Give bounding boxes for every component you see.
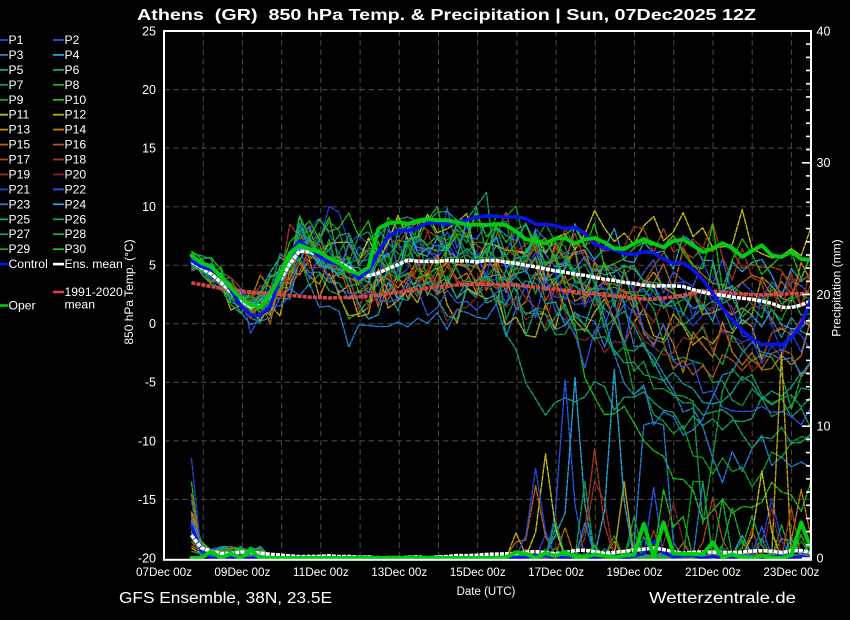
svg-text:P18: P18 <box>65 153 87 167</box>
svg-text:P20: P20 <box>65 168 87 182</box>
svg-text:Athens (GR) 850 hPa Temp. &: Athens (GR) 850 hPa Temp. & Precipitatio… <box>137 7 757 24</box>
svg-text:P2: P2 <box>65 33 80 47</box>
svg-text:-20: -20 <box>138 551 156 565</box>
svg-text:15Dec 00z: 15Dec 00z <box>450 565 506 579</box>
svg-text:09Dec 00z: 09Dec 00z <box>214 565 270 579</box>
svg-text:20: 20 <box>142 83 156 97</box>
svg-text:P4: P4 <box>65 48 80 62</box>
svg-text:17Dec 00z: 17Dec 00z <box>528 565 584 579</box>
svg-text:P26: P26 <box>65 212 87 226</box>
svg-text:mean: mean <box>65 298 96 312</box>
svg-text:20: 20 <box>817 288 831 302</box>
svg-text:15: 15 <box>142 142 156 156</box>
svg-text:P22: P22 <box>65 182 87 196</box>
svg-text:P29: P29 <box>9 242 31 256</box>
svg-text:P11: P11 <box>9 108 30 122</box>
svg-text:P16: P16 <box>65 138 87 152</box>
svg-text:21Dec 00z: 21Dec 00z <box>685 565 741 579</box>
svg-text:P19: P19 <box>9 168 31 182</box>
svg-text:5: 5 <box>149 259 156 273</box>
svg-text:25: 25 <box>142 24 156 38</box>
svg-text:Precipitation (mm): Precipitation (mm) <box>830 239 844 336</box>
svg-text:P7: P7 <box>9 78 24 92</box>
svg-text:-5: -5 <box>145 376 156 390</box>
svg-text:P6: P6 <box>65 63 80 77</box>
svg-text:07Dec 00z: 07Dec 00z <box>136 565 192 579</box>
svg-text:P23: P23 <box>9 197 31 211</box>
svg-text:-10: -10 <box>138 434 156 448</box>
svg-text:Ens. mean: Ens. mean <box>65 257 123 271</box>
svg-text:850 hPa Temp. (°C): 850 hPa Temp. (°C) <box>122 239 136 344</box>
svg-text:P15: P15 <box>9 138 31 152</box>
svg-text:P27: P27 <box>9 227 31 241</box>
svg-text:10: 10 <box>817 420 831 434</box>
svg-text:P13: P13 <box>9 123 31 137</box>
svg-text:40: 40 <box>817 24 831 38</box>
svg-text:P1: P1 <box>9 33 24 47</box>
svg-text:P28: P28 <box>65 227 87 241</box>
svg-text:P5: P5 <box>9 63 24 77</box>
svg-text:P21: P21 <box>9 182 31 196</box>
svg-text:P25: P25 <box>9 212 31 226</box>
svg-text:P8: P8 <box>65 78 80 92</box>
svg-text:P3: P3 <box>9 48 24 62</box>
svg-text:P14: P14 <box>65 123 87 137</box>
svg-text:-15: -15 <box>138 493 156 507</box>
svg-text:GFS Ensemble, 38N, 23.5E: GFS Ensemble, 38N, 23.5E <box>119 590 332 607</box>
svg-text:Control: Control <box>9 257 48 271</box>
svg-text:P24: P24 <box>65 197 87 211</box>
svg-text:1991-2020: 1991-2020 <box>65 285 124 299</box>
svg-text:13Dec 00z: 13Dec 00z <box>371 565 427 579</box>
svg-text:11Dec 00z: 11Dec 00z <box>293 565 349 579</box>
svg-text:P30: P30 <box>65 242 87 256</box>
svg-text:P10: P10 <box>65 93 87 107</box>
svg-text:0: 0 <box>149 317 156 331</box>
svg-text:30: 30 <box>817 156 831 170</box>
svg-text:P9: P9 <box>9 93 24 107</box>
svg-text:0: 0 <box>817 551 824 565</box>
svg-text:P17: P17 <box>9 153 31 167</box>
svg-text:10: 10 <box>142 200 156 214</box>
svg-text:19Dec 00z: 19Dec 00z <box>607 565 663 579</box>
svg-text:23Dec 00z: 23Dec 00z <box>763 565 819 579</box>
svg-text:Oper: Oper <box>9 299 36 313</box>
svg-text:P12: P12 <box>65 108 87 122</box>
svg-text:Wetterzentrale.de: Wetterzentrale.de <box>649 590 796 607</box>
svg-text:Date (UTC): Date (UTC) <box>457 586 516 598</box>
